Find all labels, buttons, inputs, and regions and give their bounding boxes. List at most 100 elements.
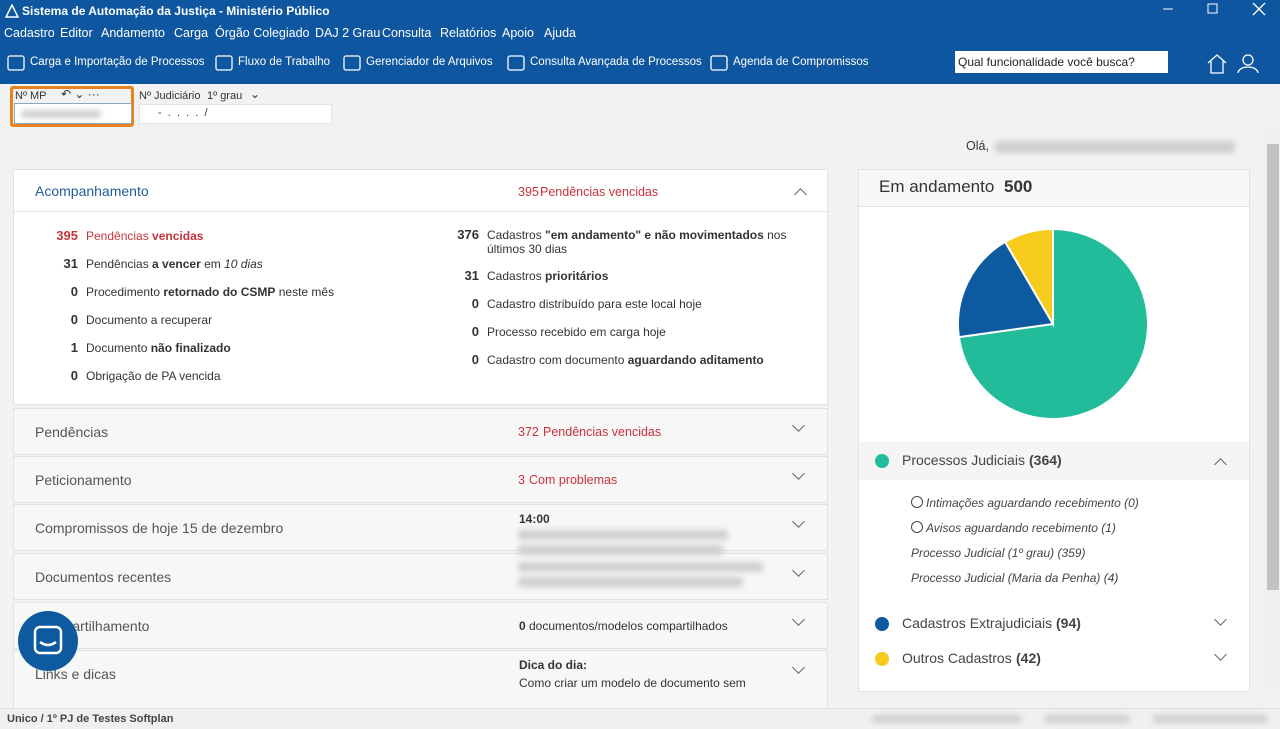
item-text: Obrigação de PA vencida (86, 369, 426, 383)
badge-text: Pendências vencidas (540, 185, 659, 199)
scrollbar[interactable] (1266, 128, 1280, 690)
text-part: Pendências (86, 229, 153, 243)
menu-item[interactable]: Ajuda (544, 26, 576, 40)
item-count: 0 (70, 284, 78, 299)
text-part: neste mês (275, 285, 335, 299)
window-controls[interactable] (1155, 0, 1280, 22)
item-count: 0 (471, 324, 479, 339)
legend-label[interactable]: Cadastros Extrajudiciais (902, 615, 1053, 631)
text-part: "em andamento" e não movimentados (545, 228, 764, 242)
accordion-panel (13, 553, 828, 600)
badge-count: 3 (518, 473, 525, 487)
toolbar-item[interactable]: Agenda de Compromissos (733, 56, 869, 68)
panel-info-count: 0 (519, 619, 526, 633)
menu-item[interactable]: Editor (60, 26, 93, 40)
status-bar (0, 708, 1280, 729)
chart-title: Em andamento (879, 177, 995, 196)
panel-title[interactable]: Peticionamento (35, 472, 132, 488)
menu-item[interactable]: Carga (174, 26, 209, 40)
field-label: Nº Judiciário (139, 90, 201, 102)
text-part: Documento (86, 341, 151, 355)
toolbar-item[interactable]: Carga e Importação de Processos (30, 56, 205, 68)
menu-item[interactable]: Apoio (502, 26, 534, 40)
item-count: 395 (56, 228, 78, 243)
text-part: Documento a recuperar (86, 313, 213, 327)
item-text: Cadastro com documento aguardando aditam… (487, 353, 797, 367)
toolbar-icon (215, 55, 233, 71)
text-part: Cadastro distribuído para este local hoj… (487, 297, 702, 311)
text-part: não finalizado (150, 341, 231, 355)
text-part: Cadastros (487, 228, 546, 242)
judiciario-input[interactable] (139, 104, 332, 124)
detail-item[interactable]: Avisos aguardando recebimento (1) (926, 521, 1116, 535)
detail-item[interactable]: Processo Judicial (Maria da Penha) (4) (911, 571, 1119, 585)
detail-item[interactable]: Processo Judicial (1º grau) (359) (911, 546, 1086, 560)
field-tools[interactable]: ↶ ⌄ ··· (61, 87, 100, 101)
text-part: vencidas (152, 229, 204, 243)
toolbar-item[interactable]: Consulta Avançada de Processos (530, 56, 702, 68)
item-text: Documento a recuperar (86, 313, 426, 327)
legend-value: (94) (1056, 615, 1081, 631)
toolbar-icon (507, 55, 525, 71)
chat-bubble[interactable] (18, 611, 78, 671)
item-text: Cadastros prioritários (487, 269, 797, 283)
text-part: a vencer (152, 257, 201, 271)
menu-item[interactable]: DAJ 2 Grau (315, 26, 381, 40)
chart-header (859, 170, 1249, 207)
panel-title[interactable]: Compromissos de hoje 15 de dezembro (35, 520, 284, 536)
menu-item[interactable]: Andamento (101, 26, 165, 40)
field-mask: - . . . . / (158, 107, 208, 119)
legend-label[interactable]: Outros Cadastros (902, 650, 1012, 666)
item-count: 376 (457, 227, 479, 242)
text-part: Pendências (86, 257, 153, 271)
text-part: Obrigação de PA vencida (86, 369, 221, 383)
accordion-panel (13, 602, 828, 649)
user-icons[interactable] (1205, 52, 1265, 76)
item-count: 1 (70, 340, 78, 355)
blurred-text (518, 545, 723, 555)
accordion-panel (13, 456, 828, 503)
legend-label[interactable]: Processos Judiciais (902, 452, 1025, 468)
accordion-panel (13, 408, 828, 455)
badge-count: 372 (518, 425, 539, 439)
text-part: Cadastros (487, 269, 546, 283)
detail-item[interactable]: Intimações aguardando recebimento (0) (926, 496, 1139, 510)
menu-item[interactable]: Consulta (382, 26, 432, 40)
toolbar-item[interactable]: Fluxo de Trabalho (238, 56, 331, 68)
text-part: Procedimento (86, 285, 164, 299)
panel-info-text: documentos/modelos compartilhados (529, 619, 728, 633)
blurred-text (518, 530, 728, 540)
badge-text: Com problemas (529, 473, 618, 487)
item-text: Documento não finalizado (86, 341, 426, 355)
item-count: 31 (63, 256, 78, 271)
chart-total: 500 (1004, 177, 1033, 196)
menu-item[interactable]: Cadastro (4, 26, 55, 40)
item-count: 0 (70, 312, 78, 327)
status-text: Unico / 1º PJ de Testes Softplan (7, 713, 174, 725)
window-title: Sistema de Automação da Justiça - Minist… (22, 4, 330, 18)
acompanhamento-panel (13, 169, 828, 405)
menu-item[interactable]: Relatórios (440, 26, 497, 40)
toolbar-item[interactable]: Gerenciador de Arquivos (366, 56, 493, 68)
item-text: Processo recebido em carga hoje (487, 325, 797, 339)
item-count: 0 (471, 352, 479, 367)
legend-dot (875, 617, 889, 631)
panel-title[interactable]: Acompanhamento (35, 183, 149, 199)
focus-highlight (10, 86, 134, 127)
menu-item[interactable]: Órgão Colegiado (215, 26, 310, 40)
text-part: nos últimos 30 dias (487, 228, 790, 256)
item-count: 0 (70, 368, 78, 383)
toolbar-icon (343, 55, 361, 71)
search-box[interactable]: Qual funcionalidade você busca? (955, 51, 1168, 73)
pie-slice[interactable] (957, 240, 1055, 339)
item-text: Pendências a vencer em 10 dias (86, 257, 426, 271)
pie-chart (957, 227, 1149, 420)
panel-title[interactable]: Pendências (35, 424, 109, 440)
pie-slice[interactable] (1003, 227, 1054, 328)
grau-dropdown[interactable]: ⌄ (250, 87, 261, 101)
panel-title[interactable]: Documentos recentes (35, 569, 172, 585)
legend-value: (42) (1016, 650, 1041, 666)
text-part: 10 dias (224, 257, 263, 271)
panel-info: Dica do dia: (519, 658, 588, 672)
mp-input[interactable] (14, 103, 132, 124)
